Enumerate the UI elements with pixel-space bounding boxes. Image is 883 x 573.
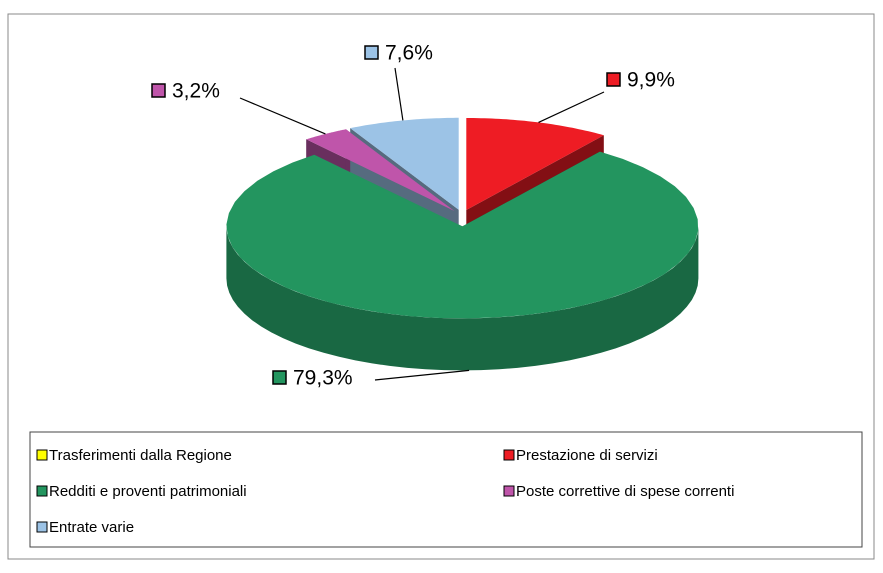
pie (226, 117, 699, 371)
slice (306, 129, 455, 211)
legend-label: Poste correttive di spese correnti (516, 483, 734, 500)
legend-label: Entrate varie (49, 519, 134, 536)
slice (350, 117, 459, 210)
label-swatch (151, 83, 166, 98)
data-label: 9,9% (627, 69, 675, 92)
data-label: 3,2% (172, 80, 220, 103)
label-swatch (364, 45, 379, 60)
slice-edge (226, 226, 699, 371)
leader-line (239, 97, 326, 135)
label-swatch (606, 72, 621, 87)
data-labels: 9,9% 79,3% 3,2% 7,6% (151, 42, 675, 390)
legend-swatch (36, 449, 48, 461)
slice (226, 151, 699, 319)
legend-swatch (36, 485, 48, 497)
label-swatch (272, 370, 287, 385)
data-label: 79,3% (293, 367, 353, 390)
legend-swatch (503, 485, 515, 497)
leader-line (394, 67, 404, 121)
data-label: 7,6% (385, 42, 433, 65)
legend: Trasferimenti dalla Regione Prestazione d… (36, 447, 734, 536)
legend-label: Trasferimenti dalla Regione (49, 447, 232, 464)
leader-line (538, 91, 605, 123)
legend-swatch (36, 521, 48, 533)
legend-label: Redditi e proventi patrimoniali (49, 483, 247, 500)
legend-swatch (503, 449, 515, 461)
leader-line (374, 369, 470, 381)
legend-box (29, 431, 863, 548)
legend-label: Prestazione di servizi (516, 447, 658, 464)
slice (466, 118, 604, 210)
